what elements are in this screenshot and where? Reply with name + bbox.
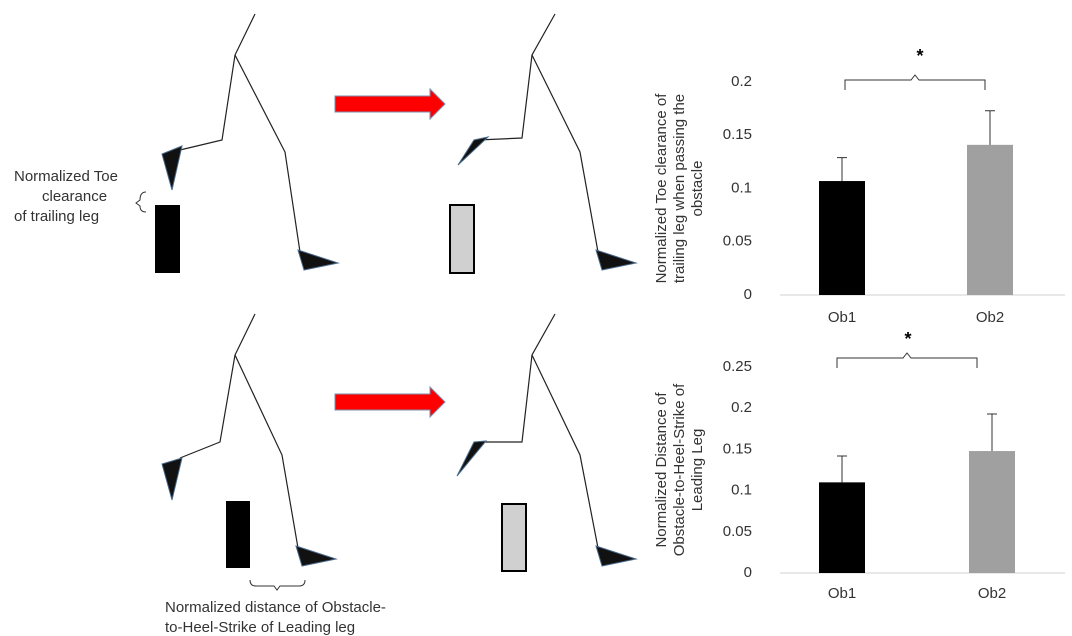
- error-bar: [837, 158, 847, 181]
- x-tick-label: Ob2: [976, 309, 1004, 326]
- stick-figure: [457, 314, 636, 571]
- bar: [967, 145, 1013, 295]
- x-tick-label: Ob1: [828, 585, 856, 602]
- obstacle: [155, 205, 180, 273]
- y-tick-label: 0.05: [723, 523, 752, 540]
- obstacle: [226, 501, 250, 568]
- error-bar: [985, 111, 995, 145]
- y-tick-label: 0.15: [723, 126, 752, 143]
- bracket: [136, 192, 146, 212]
- y-axis-label-line: Normalized Distance of: [653, 392, 670, 548]
- arrow: [335, 89, 445, 119]
- significance-bracket: [845, 75, 985, 90]
- error-bar: [987, 414, 997, 451]
- x-tick-label: Ob2: [978, 585, 1006, 602]
- y-axis-label-line: Obstacle-to-Heel-Strike of: [671, 383, 688, 556]
- y-axis-label-line: Normalized Toe clearance of: [653, 93, 670, 284]
- y-tick-label: 0.1: [731, 179, 752, 196]
- annotation: Normalized Toe: [14, 168, 118, 185]
- obstacle: [450, 205, 474, 273]
- x-tick-label: Ob1: [828, 309, 856, 326]
- stick-figure: [136, 14, 338, 273]
- obstacle: [502, 504, 526, 571]
- y-tick-label: 0.2: [731, 399, 752, 416]
- y-tick-label: 0.05: [723, 233, 752, 250]
- y-tick-label: 0.2: [731, 73, 752, 90]
- bracket: [250, 580, 305, 590]
- y-tick-label: 0: [744, 286, 752, 303]
- y-axis-label-line: obstacle: [689, 161, 706, 217]
- y-tick-label: 0.15: [723, 440, 752, 457]
- significance-label: *: [904, 329, 911, 349]
- bar: [969, 451, 1015, 573]
- y-tick-label: 0.25: [723, 358, 752, 375]
- annotation: of trailing leg: [14, 208, 99, 225]
- arrow: [335, 387, 445, 417]
- y-tick-label: 0.1: [731, 482, 752, 499]
- bar: [819, 482, 865, 573]
- y-axis-label-line: Leading Leg: [689, 429, 706, 512]
- bar: [819, 181, 865, 295]
- error-bar: [837, 456, 847, 482]
- figure: Normalized Toe clearance of trailing leg…: [0, 0, 1072, 636]
- annotation: Normalized distance of Obstacle-: [165, 599, 386, 616]
- annotation: clearance: [42, 188, 107, 205]
- stick-figure: [450, 14, 636, 273]
- significance-label: *: [916, 46, 923, 66]
- y-axis-label-line: trailing leg when passing the: [671, 94, 688, 283]
- significance-bracket: [837, 353, 977, 368]
- y-tick-label: 0: [744, 564, 752, 581]
- annotation: to-Heel-Strike of Leading leg: [165, 619, 355, 636]
- stick-figure: [162, 314, 336, 590]
